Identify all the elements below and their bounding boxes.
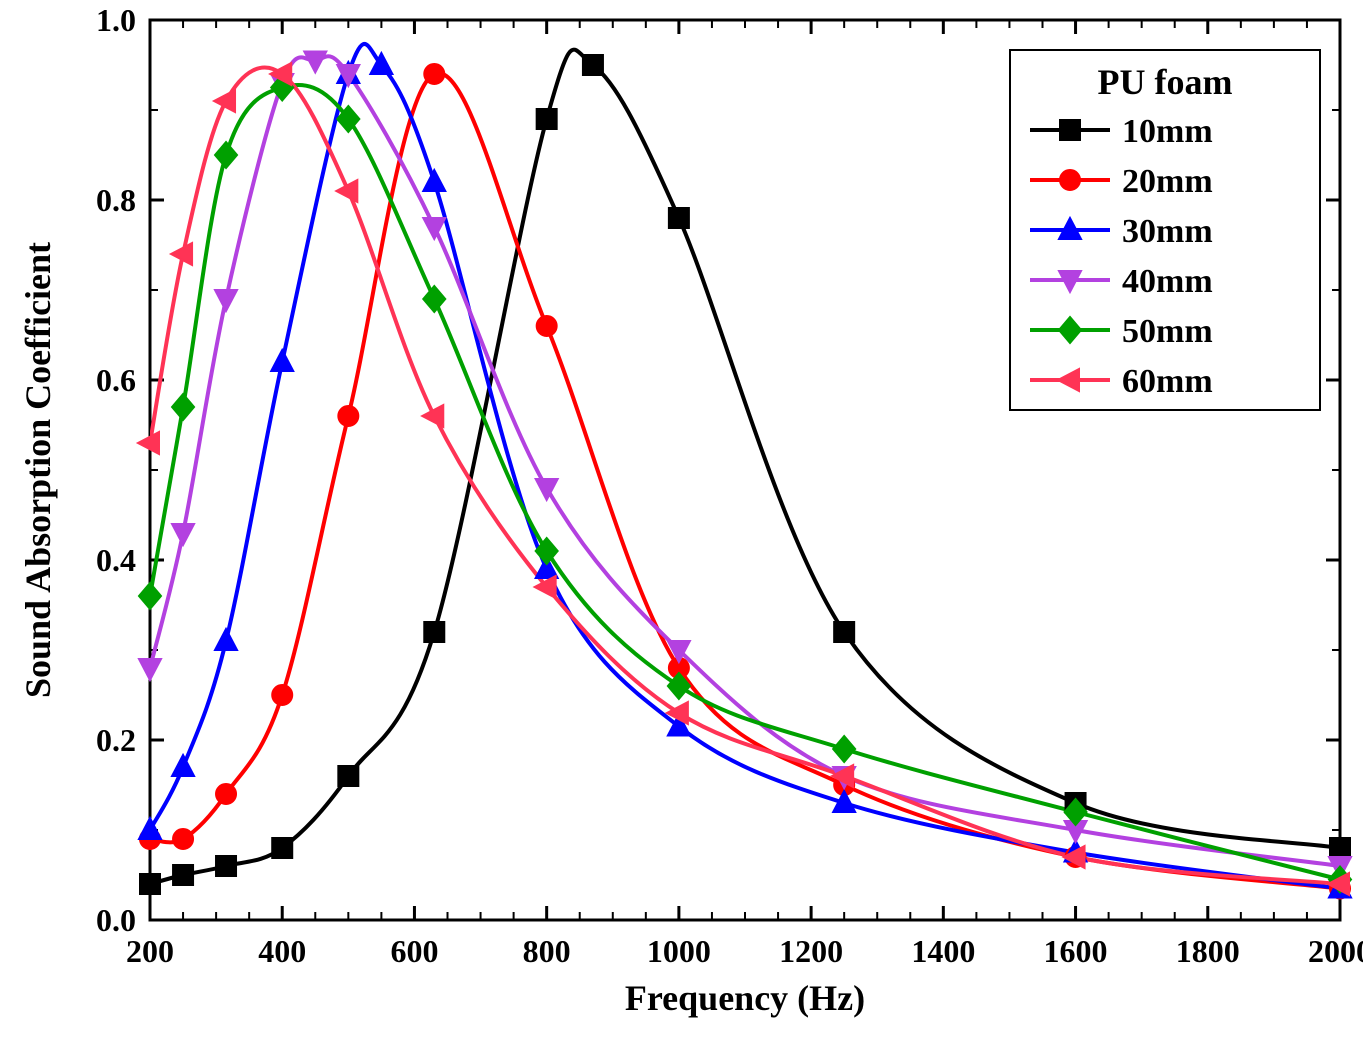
svg-text:0.6: 0.6: [96, 362, 136, 398]
svg-text:800: 800: [523, 933, 571, 969]
svg-text:1800: 1800: [1176, 933, 1240, 969]
svg-text:400: 400: [258, 933, 306, 969]
svg-text:200: 200: [126, 933, 174, 969]
svg-text:0.8: 0.8: [96, 182, 136, 218]
svg-text:40mm: 40mm: [1122, 263, 1213, 300]
svg-text:10mm: 10mm: [1122, 113, 1213, 150]
svg-text:1600: 1600: [1044, 933, 1108, 969]
svg-text:2000: 2000: [1308, 933, 1363, 969]
svg-text:1.0: 1.0: [96, 2, 136, 38]
svg-text:60mm: 60mm: [1122, 363, 1213, 400]
svg-text:0.4: 0.4: [96, 542, 136, 578]
svg-text:1000: 1000: [647, 933, 711, 969]
svg-text:0.0: 0.0: [96, 902, 136, 938]
svg-text:Frequency (Hz): Frequency (Hz): [625, 978, 865, 1018]
absorption-chart: 200 400 600 800 1000 1200 1400 1600 1800 2000 0.0 0…: [0, 0, 1363, 1040]
svg-text:PU foam: PU foam: [1098, 62, 1233, 102]
svg-text:0.2: 0.2: [96, 722, 136, 758]
svg-text:Sound Absorption Coefficient: Sound Absorption Coefficient: [18, 242, 58, 698]
svg-text:30mm: 30mm: [1122, 213, 1213, 250]
svg-text:20mm: 20mm: [1122, 163, 1213, 200]
chart-container: 200 400 600 800 1000 1200 1400 1600 1800 2000 0.0 0…: [0, 0, 1363, 1040]
svg-text:600: 600: [390, 933, 438, 969]
svg-text:1400: 1400: [911, 933, 975, 969]
svg-text:1200: 1200: [779, 933, 843, 969]
svg-text:50mm: 50mm: [1122, 313, 1213, 350]
